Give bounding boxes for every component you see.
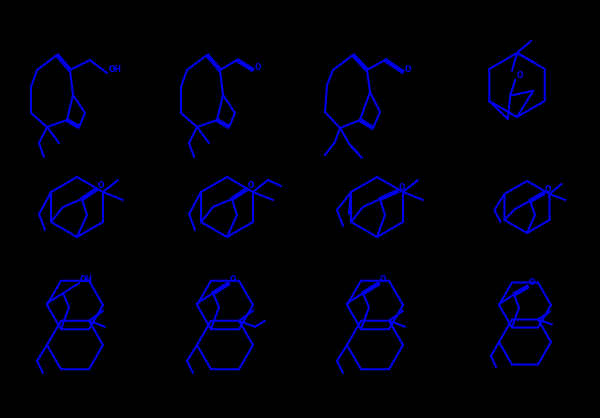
Text: O: O — [516, 71, 523, 80]
Text: O: O — [545, 184, 551, 194]
Text: O: O — [399, 183, 406, 191]
Text: O: O — [405, 64, 412, 74]
Text: O: O — [248, 181, 254, 189]
Text: O: O — [98, 181, 104, 189]
Text: O: O — [529, 278, 536, 287]
Text: OH: OH — [109, 66, 122, 74]
Text: OH: OH — [80, 275, 93, 284]
Text: O: O — [255, 63, 262, 71]
Text: O: O — [380, 275, 386, 284]
Text: O: O — [230, 275, 236, 284]
